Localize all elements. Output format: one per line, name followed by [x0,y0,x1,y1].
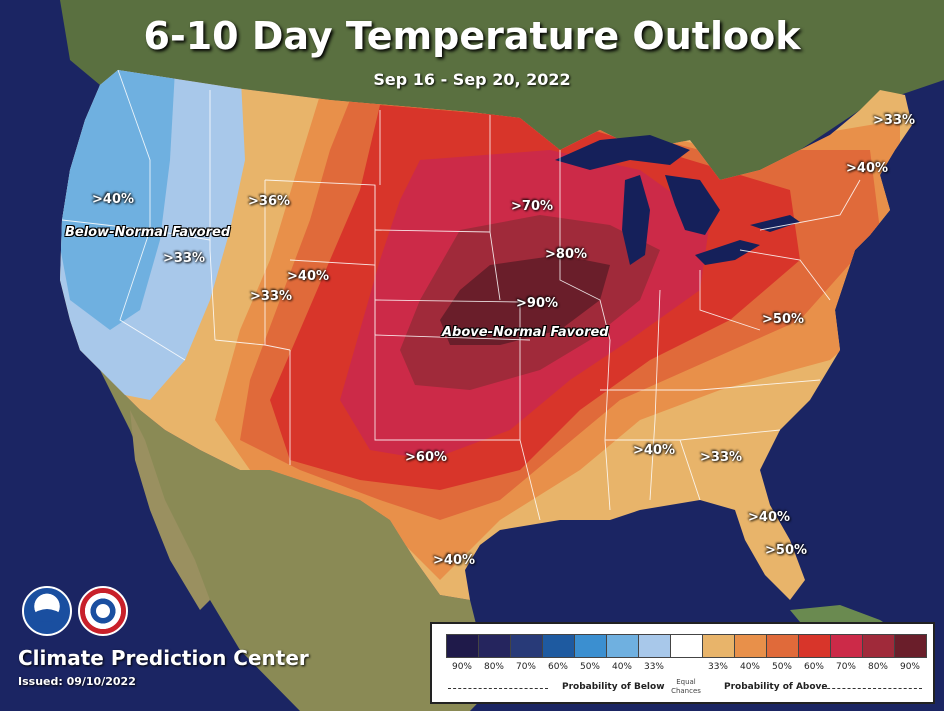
lake-superior [555,135,690,170]
date-range-subtitle: Sep 16 - Sep 20, 2022 [373,70,571,89]
label-fl-40: >40% [748,510,791,525]
legend-swatch [446,634,479,658]
legend-swatch [862,634,895,658]
label-fl-50: >50% [765,543,808,558]
lake-ontario [750,215,800,232]
label-va-50: >50% [762,312,805,327]
nws-cloud-icon [96,604,110,618]
noaa-logo [22,586,72,636]
legend-tick-label: 40% [611,662,632,672]
lake-erie [695,240,760,265]
legend-tick-label: 33% [707,662,728,672]
page-title: 6-10 Day Temperature Outlook [143,14,801,58]
legend-tick-label: 70% [515,662,536,672]
probability-above-label: Probability of Above [724,682,828,692]
equal-chances-label: Equal Chances [671,678,701,695]
legend-ticks: 90% 80% 70% 60% 50% 40% 33% 33% 40% 50% 60% 70% 80% 9… [446,662,926,672]
state-boundaries [61,69,861,521]
center-name: Climate Prediction Center [18,646,309,670]
label-plains-80: >80% [545,247,588,262]
legend-tick-label: 70% [835,662,856,672]
legend-swatch [766,634,799,658]
legend-tick-label: 60% [547,662,568,672]
label-below-33: >33% [163,251,206,266]
legend-swatch [798,634,831,658]
legend-tick-label: 80% [867,662,888,672]
legend-tick-label: 90% [451,662,472,672]
below-40-region [60,70,175,330]
legend-tick-label: 90% [899,662,920,672]
label-maine-33: >33% [873,113,916,128]
below-normal-favored-label: Below-Normal Favored [65,225,231,240]
legend-tick-label: 50% [579,662,600,672]
probability-contours [60,70,900,580]
legend-tick-label: 60% [803,662,824,672]
legend: 90% 80% 70% 60% 50% 40% 33% 33% 40% 50% 60% 70% 80% 9… [430,622,935,704]
above-normal-favored-label: Above-Normal Favored [442,325,609,340]
label-plains-70: >70% [511,199,554,214]
lake-michigan [622,175,650,265]
legend-swatch [702,634,735,658]
legend-swatches [446,634,927,658]
label-texas-40: >40% [433,553,476,568]
label-below-40: >40% [92,192,135,207]
legend-swatch [606,634,639,658]
legend-tick-label: 33% [643,662,664,672]
legend-swatch [638,634,671,658]
legend-swatch [670,634,703,658]
below-arrow [448,688,548,689]
label-plains-90: >90% [516,296,559,311]
legend-tick-label: 50% [771,662,792,672]
lake-huron [665,175,720,235]
legend-swatch [478,634,511,658]
legend-tick-label: 80% [483,662,504,672]
noaa-bird-icon [30,609,64,622]
label-west-40: >40% [287,269,330,284]
label-ne-40: >40% [846,161,889,176]
legend-tick-label [670,662,702,672]
label-below-36: >36% [248,194,291,209]
legend-swatch [542,634,575,658]
nws-logo [78,586,128,636]
legend-swatch [510,634,543,658]
mexico-land [100,370,500,711]
label-west-33: >33% [250,289,293,304]
legend-swatch [894,634,927,658]
label-south-60: >60% [405,450,448,465]
above-arrow [822,688,922,689]
legend-swatch [734,634,767,658]
probability-below-label: Probability of Below [562,682,665,692]
legend-swatch [830,634,863,658]
baja-land [130,410,210,610]
legend-swatch [574,634,607,658]
above-90-region [440,255,610,345]
canada-land [0,0,944,180]
legend-tick-label: 40% [739,662,760,672]
label-ga-33: >33% [700,450,743,465]
issued-date: Issued: 09/10/2022 [18,675,136,688]
label-se-40: >40% [633,443,676,458]
